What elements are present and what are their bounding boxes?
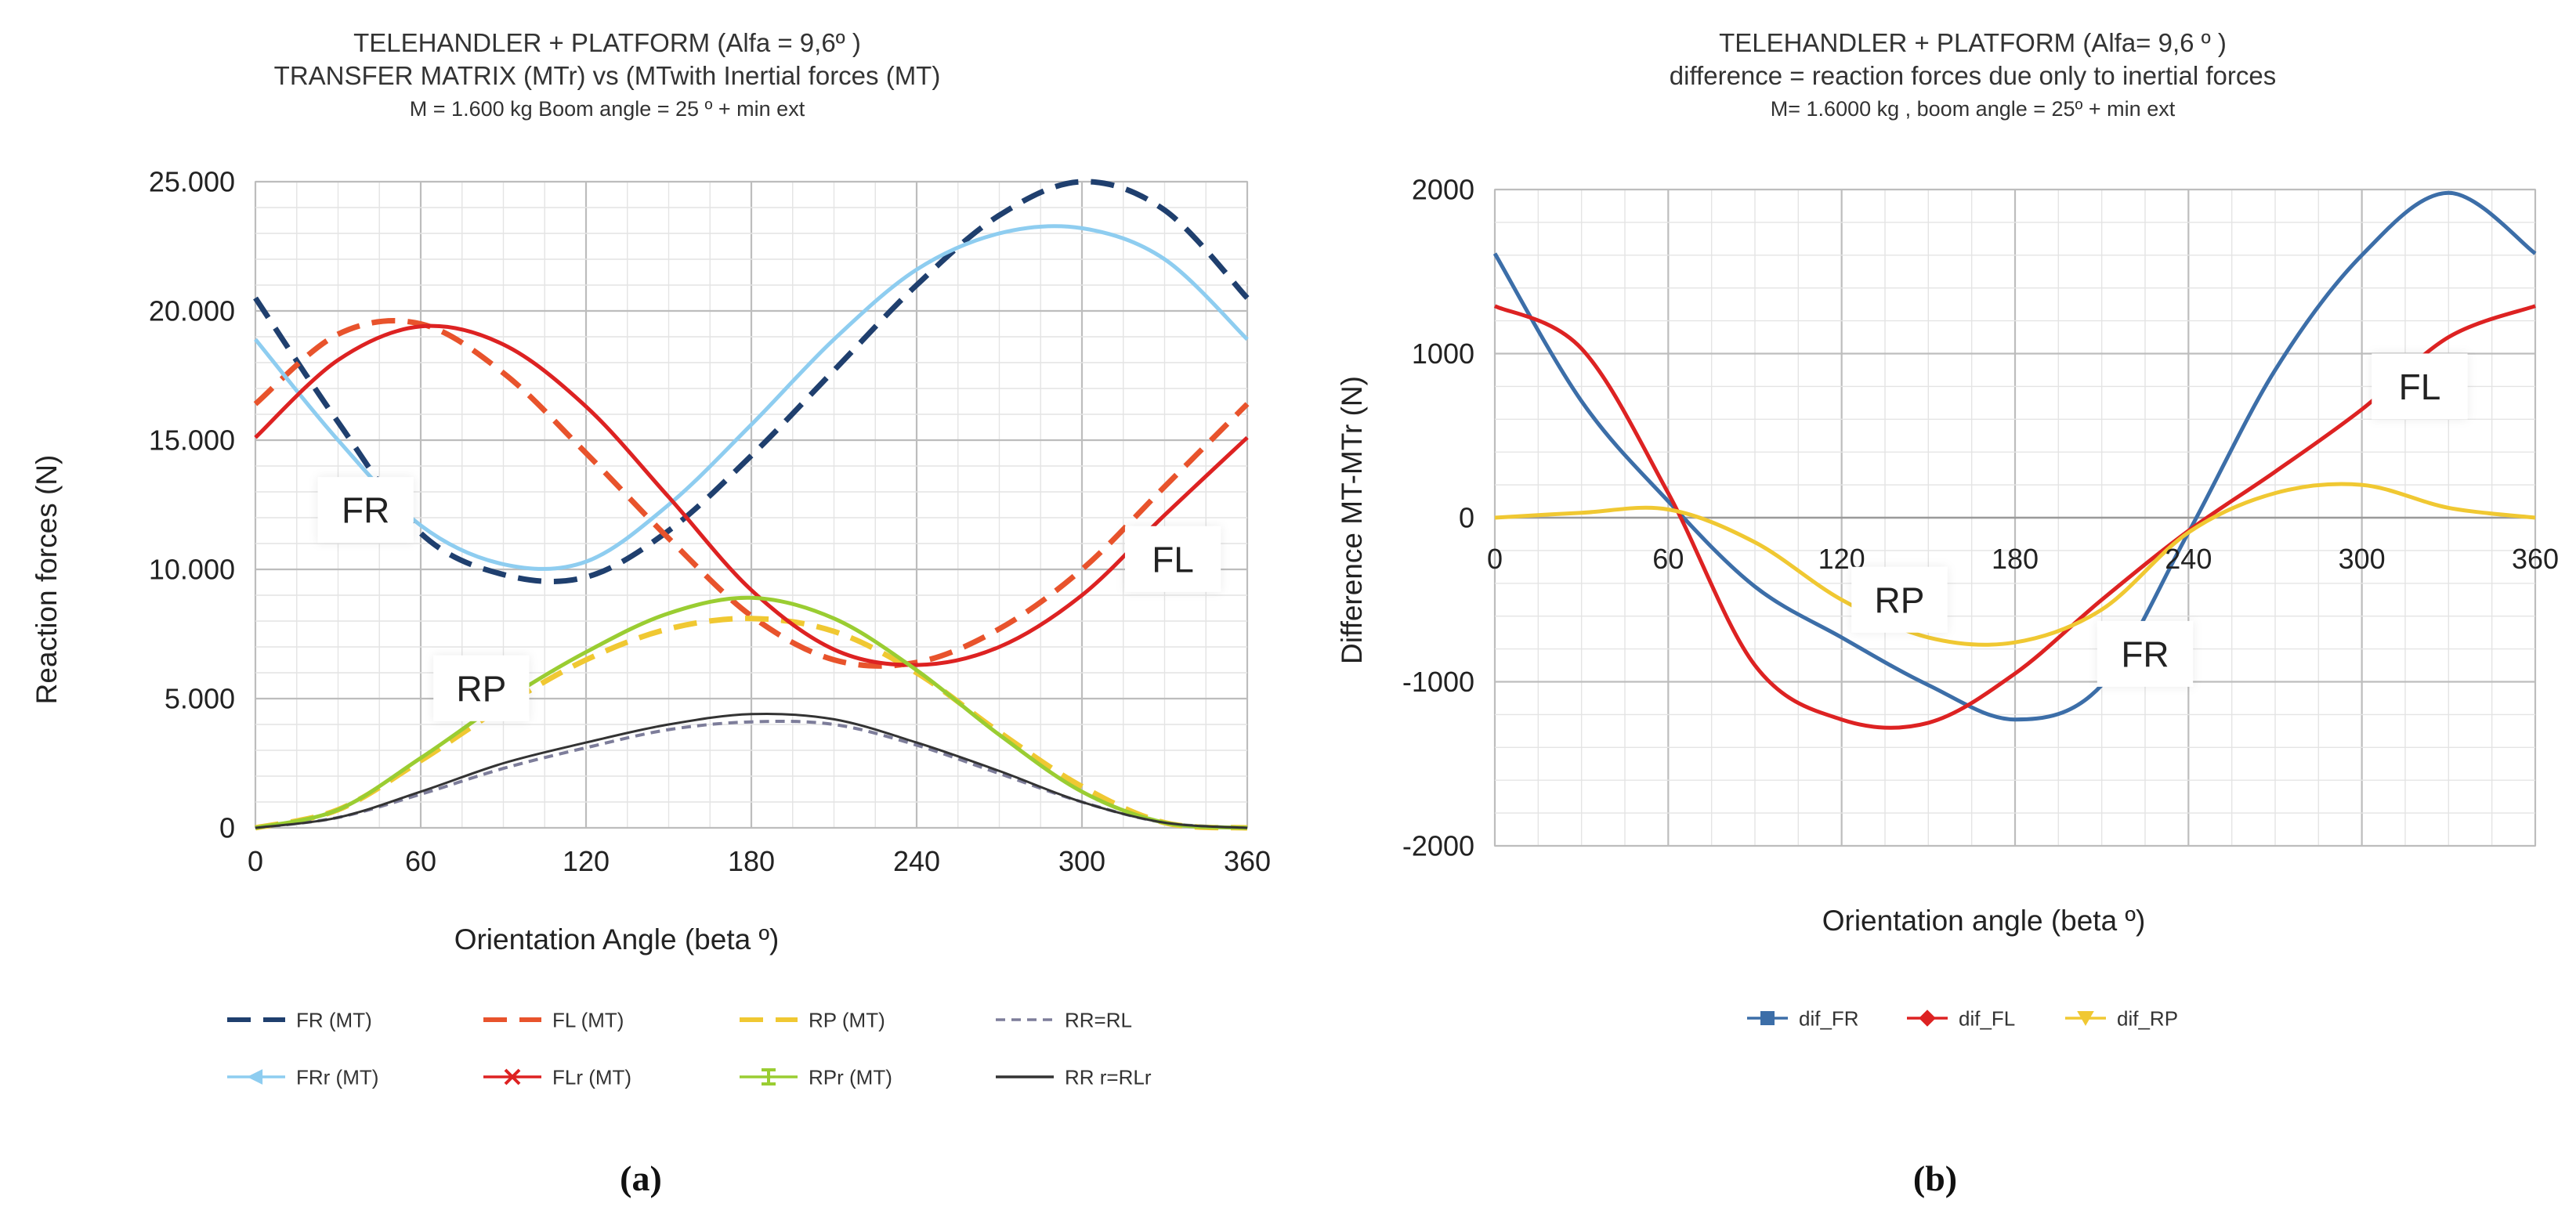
chart-b-series: [1492, 190, 2537, 730]
chart-a-legend: FR (MT) FL (MT) RP (MT) RR=RL FRr (MT) FLr (M…: [227, 1008, 1152, 1089]
annotation-box-fr: [317, 477, 414, 544]
series-line-dif-fl: [1493, 304, 2536, 730]
x-tick-label: 240: [893, 845, 940, 877]
legend-marker-flr-mt: [504, 1068, 521, 1086]
annotation-box-rp: [1851, 566, 1948, 633]
series-line-rp-mt: [255, 616, 1248, 831]
chart-a-y-axis-label: Reaction forces (N): [31, 455, 63, 705]
x-tick-label: 240: [2165, 543, 2212, 575]
chart-b-annotations: FL RP FR: [1851, 353, 2468, 687]
legend-label-dif-fl: dif_FL: [1959, 1006, 2015, 1030]
x-tick-label: 360: [2512, 543, 2559, 575]
annotation-label-fr: FR: [342, 490, 389, 531]
series-line-rr-r-rlr: [255, 712, 1248, 829]
chart-b-y-axis-label: Difference MT-MTr (N): [1336, 376, 1368, 664]
x-tick-label: 300: [1058, 845, 1105, 877]
annotation-label-fr: FR: [2121, 634, 2169, 674]
chart-a-title-line2: TRANSFER MATRIX (MTr) vs (MTwith Inertia…: [274, 61, 941, 90]
series-line-dif-rp: [1494, 482, 2536, 647]
y-tick-label: 10.000: [149, 554, 235, 586]
chart-a-title-line1: TELEHANDLER + PLATFORM (Alfa = 9,6º ): [353, 28, 861, 57]
series-line-frr-mt: [254, 224, 1249, 571]
x-tick-label: 120: [563, 845, 610, 877]
chart-b-title-line1: TELEHANDLER + PLATFORM (Alfa= 9,6 º ): [1719, 28, 2227, 57]
y-tick-label: 25.000: [149, 166, 235, 198]
annotation-box-fl: [2372, 353, 2468, 420]
y-tick-label: -1000: [1402, 666, 1474, 698]
annotation-box-fr: [2097, 620, 2194, 687]
chart-b-legend: dif_FR dif_FL dif_RP: [1747, 1006, 2178, 1030]
y-tick-label: 0: [219, 812, 235, 844]
legend-label-dif-rp: dif_RP: [2117, 1006, 2178, 1030]
annotation-label-rp: RP: [1874, 580, 1924, 620]
chart-a-annotations: FR FL RP: [317, 477, 1221, 721]
y-tick-label: -2000: [1402, 830, 1474, 862]
chart-b-grid: [1493, 188, 2537, 847]
y-tick-label: 5.000: [165, 683, 235, 715]
y-tick-label: 2000: [1412, 174, 1474, 206]
x-tick-label: 0: [248, 845, 263, 877]
chart-a-grid: [254, 180, 1249, 829]
y-tick-label: 1000: [1412, 338, 1474, 370]
legend-marker-dif-fl: [1919, 1010, 1936, 1027]
chart-panel-a: TELEHANDLER + PLATFORM (Alfa = 9,6º ) TR…: [31, 28, 1271, 1089]
x-tick-label: 180: [728, 845, 775, 877]
series-line-fl-mt: [253, 318, 1250, 669]
chart-a-x-axis-label: Orientation Angle (beta º): [454, 923, 780, 955]
legend-label-rr-r-rlr: RR r=RLr: [1065, 1065, 1152, 1089]
annotation-label-fl: FL: [1152, 539, 1194, 580]
series-line-rpr-mt: [255, 595, 1248, 830]
annotation-label-rp: RP: [456, 668, 506, 709]
chart-b-x-tick-labels: 0 60 120 180 240 300 360: [1487, 543, 2559, 575]
chart-a-x-tick-labels: 0 60 120 180 240 300 360: [248, 845, 1271, 877]
chart-b-y-tick-labels: -2000 -1000 0 1000 2000: [1402, 174, 1474, 862]
legend-marker-frr-mt: [247, 1069, 263, 1085]
chart-panel-b: TELEHANDLER + PLATFORM (Alfa= 9,6 º ) di…: [1336, 28, 2559, 1030]
legend-marker-dif-rp: [2077, 1011, 2094, 1026]
legend-marker-dif-fr: [1760, 1011, 1775, 1025]
legend-label-rpr-mt: RPr (MT): [809, 1065, 892, 1089]
y-tick-label: 15.000: [149, 424, 235, 457]
series-line-dif-fr: [1492, 190, 2537, 722]
legend-marker-rpr-mt: [762, 1068, 776, 1086]
chart-a-subtitle: M = 1.600 kg Boom angle = 25 º + min ext: [410, 97, 805, 121]
x-tick-label: 60: [1652, 543, 1684, 575]
x-tick-label: 60: [405, 845, 436, 877]
legend-label-rp-mt: RP (MT): [809, 1008, 885, 1031]
x-tick-label: 300: [2339, 543, 2386, 575]
caption-a: (a): [620, 1158, 662, 1198]
caption-b: (b): [1913, 1158, 1957, 1198]
legend-label-dif-fr: dif_FR: [1799, 1006, 1859, 1030]
x-tick-label: 180: [1992, 543, 2039, 575]
legend-label-flr-mt: FLr (MT): [552, 1065, 631, 1089]
annotation-box-rp: [433, 655, 530, 721]
y-tick-label: 0: [1459, 502, 1474, 534]
chart-b-x-axis-label: Orientation angle (beta º): [1822, 905, 2146, 937]
legend-label-fr-mt: FR (MT): [296, 1008, 372, 1031]
annotation-label-fl: FL: [2399, 367, 2441, 407]
legend-label-fl-mt: FL (MT): [552, 1008, 624, 1031]
x-tick-label: 360: [1224, 845, 1271, 877]
y-tick-label: 20.000: [149, 295, 235, 327]
x-tick-label: 0: [1487, 543, 1503, 575]
annotation-box-fl: [1124, 526, 1221, 592]
chart-b-subtitle: M= 1.6000 kg , boom angle = 25º + min ex…: [1771, 97, 2176, 121]
chart-b-title-line2: difference = reaction forces due only to…: [1670, 61, 2276, 90]
legend-label-rr-rl: RR=RL: [1065, 1008, 1132, 1031]
series-line-flr-mt: [254, 323, 1249, 667]
chart-a-y-tick-labels: 0 5.000 10.000 15.000 20.000 25.000: [149, 166, 235, 844]
legend-label-frr-mt: FRr (MT): [296, 1065, 378, 1089]
